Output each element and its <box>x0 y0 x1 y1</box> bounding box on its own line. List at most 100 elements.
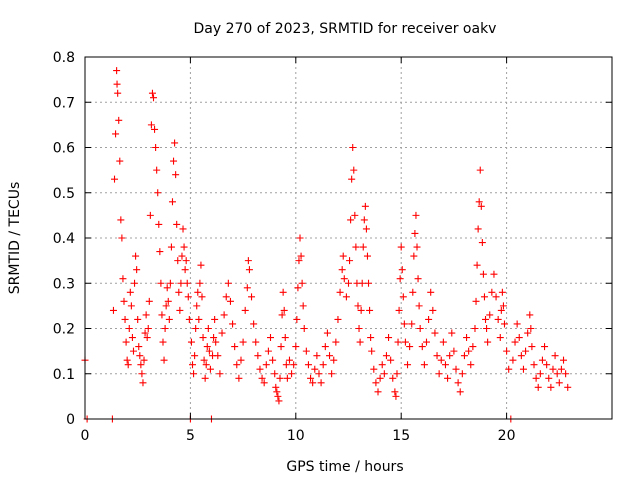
data-point <box>190 370 198 378</box>
data-point <box>293 315 301 323</box>
data-point <box>412 211 420 219</box>
data-point <box>181 266 189 274</box>
data-point <box>458 370 466 378</box>
data-point <box>328 370 336 378</box>
data-point <box>478 239 486 247</box>
data-point <box>156 248 164 256</box>
data-point <box>163 284 171 292</box>
data-point <box>564 383 572 391</box>
data-point <box>342 293 350 301</box>
data-point <box>160 356 168 364</box>
data-point <box>380 370 388 378</box>
data-point <box>278 311 286 319</box>
data-point <box>296 234 304 242</box>
data-point <box>282 361 290 369</box>
y-tick-labels: 0 0.1 0.2 0.3 0.4 0.5 0.6 0.7 0.8 <box>53 50 75 428</box>
x-tick-label: 10 <box>287 428 305 444</box>
x-tick-label: 5 <box>186 428 195 444</box>
data-point <box>158 311 166 319</box>
data-point <box>415 302 423 310</box>
data-point <box>298 279 306 287</box>
data-point <box>450 347 458 355</box>
data-point <box>497 306 505 314</box>
y-tick-label: 0.7 <box>53 95 75 111</box>
data-point <box>348 175 356 183</box>
data-point <box>235 374 243 382</box>
data-point <box>401 338 409 346</box>
data-point <box>522 347 530 355</box>
data-point <box>112 130 120 138</box>
data-point <box>131 279 139 287</box>
data-point <box>182 257 190 265</box>
data-point <box>274 392 282 400</box>
data-point <box>356 338 364 346</box>
data-point <box>330 356 338 364</box>
data-point <box>216 370 224 378</box>
data-point <box>469 343 477 351</box>
data-point <box>355 325 363 332</box>
data-point <box>452 365 460 373</box>
data-point <box>171 139 179 147</box>
data-point <box>439 338 447 346</box>
data-point <box>410 252 418 260</box>
data-point <box>528 343 536 351</box>
data-point <box>264 347 272 355</box>
data-point <box>359 243 367 251</box>
data-point <box>463 334 471 342</box>
data-point <box>118 234 126 242</box>
data-point <box>562 370 570 378</box>
data-point <box>201 374 209 382</box>
data-point <box>256 365 264 373</box>
data-point <box>456 388 464 396</box>
data-point <box>479 270 487 278</box>
data-point <box>515 334 523 342</box>
data-point <box>429 306 437 314</box>
data-point <box>294 284 302 292</box>
data-point <box>517 352 525 360</box>
data-point <box>560 356 568 364</box>
data-point <box>211 315 219 323</box>
data-point <box>153 166 161 174</box>
data-point <box>319 361 327 369</box>
data-point <box>150 94 158 102</box>
data-point <box>295 257 303 265</box>
data-point <box>184 293 192 301</box>
data-point <box>281 334 289 342</box>
data-point <box>196 279 204 287</box>
data-point <box>425 315 433 323</box>
data-point <box>394 338 402 346</box>
data-point <box>205 347 213 355</box>
data-point <box>210 334 218 342</box>
data-point <box>400 320 408 328</box>
data-point <box>368 347 376 355</box>
data-point <box>345 279 352 287</box>
data-point <box>193 302 201 310</box>
data-point <box>409 288 417 296</box>
data-point <box>125 325 133 332</box>
data-point <box>378 361 386 369</box>
data-point <box>357 306 365 314</box>
data-point <box>279 288 287 296</box>
data-point <box>117 216 125 224</box>
data-point <box>361 202 369 210</box>
data-point <box>271 370 279 378</box>
data-point <box>220 311 228 319</box>
data-point <box>180 243 188 251</box>
data-point <box>304 361 312 369</box>
data-point <box>159 338 167 346</box>
data-point <box>178 252 186 260</box>
data-point <box>557 365 565 373</box>
data-point <box>151 125 159 133</box>
data-point <box>273 388 281 396</box>
data-point <box>128 334 136 342</box>
x-tick-label: 15 <box>392 428 410 444</box>
data-point <box>174 257 182 265</box>
data-point <box>437 356 445 364</box>
data-point <box>397 243 405 251</box>
data-point <box>113 80 121 88</box>
data-point <box>349 144 357 151</box>
data-point <box>122 338 130 346</box>
data-point <box>237 356 245 364</box>
data-point <box>352 243 360 251</box>
